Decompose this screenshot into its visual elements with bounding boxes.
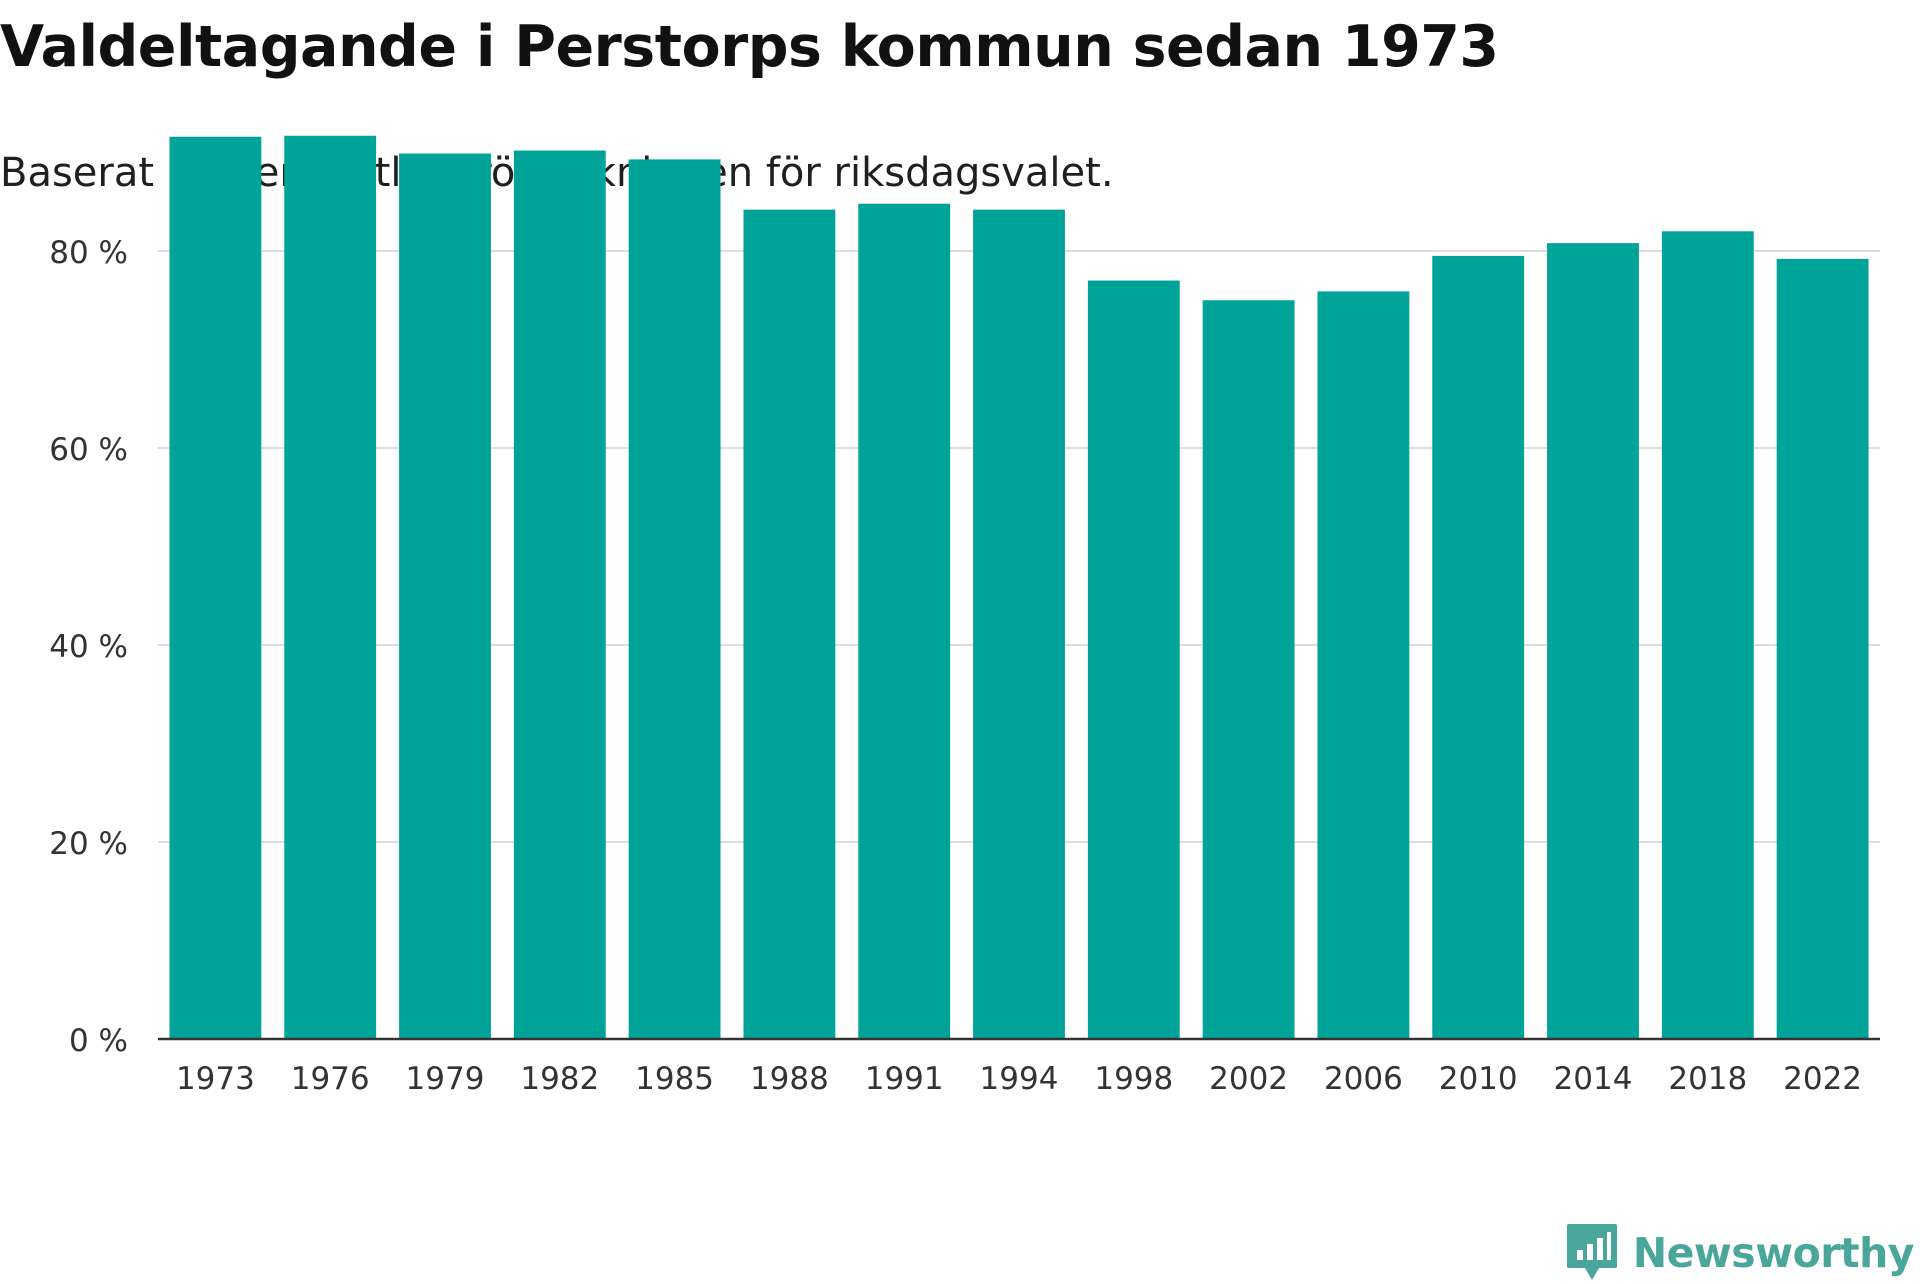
x-tick-label: 2014: [1554, 1061, 1633, 1097]
x-tick-label: 1982: [520, 1061, 599, 1097]
x-tick-label: 1988: [750, 1061, 829, 1097]
y-tick-label: 80 %: [49, 235, 128, 271]
bar-1982: [513, 150, 606, 1039]
x-tick-label: 1998: [1094, 1061, 1173, 1097]
x-tick-label: 1985: [635, 1061, 714, 1097]
bar-2014: [1547, 243, 1639, 1039]
y-tick-label: 60 %: [49, 432, 128, 468]
bar-1998: [1087, 280, 1180, 1039]
bar-1973: [169, 136, 262, 1040]
bar-2018: [1661, 231, 1754, 1040]
x-tick-label: 2002: [1209, 1061, 1288, 1097]
x-tick-label: 1976: [291, 1061, 370, 1097]
chart-title: Valdeltagande i Perstorps kommun sedan 1…: [0, 14, 1499, 80]
bar-1988: [743, 209, 836, 1039]
x-tick-label: 2022: [1783, 1061, 1862, 1097]
x-tick-label: 1991: [865, 1061, 944, 1097]
bar-2022: [1776, 258, 1869, 1039]
bar-2006: [1317, 291, 1410, 1039]
bar-2010: [1432, 255, 1525, 1040]
y-tick-label: 40 %: [49, 629, 128, 665]
brand-name: Newsworthy: [1632, 1229, 1915, 1277]
x-tick-label: 1994: [980, 1061, 1059, 1097]
x-tick-label: 1973: [176, 1061, 255, 1097]
x-tick-label: 2006: [1324, 1061, 1403, 1097]
bar-2002: [1202, 300, 1295, 1039]
bar-1985: [628, 159, 721, 1039]
brand-logo: Newsworthy: [1565, 1222, 1915, 1284]
bar-1994: [973, 209, 1065, 1039]
bar-1991: [858, 203, 951, 1040]
y-tick-label: 20 %: [49, 826, 128, 862]
x-tick-label: 2018: [1668, 1061, 1747, 1097]
y-tick-label: 0 %: [69, 1023, 128, 1059]
bar-1976: [284, 135, 377, 1039]
x-tick-label: 1979: [406, 1061, 485, 1097]
x-tick-label: 2010: [1439, 1061, 1518, 1097]
bar-1979: [399, 153, 491, 1040]
newsworthy-chart-bubble-icon: [1566, 1224, 1617, 1280]
